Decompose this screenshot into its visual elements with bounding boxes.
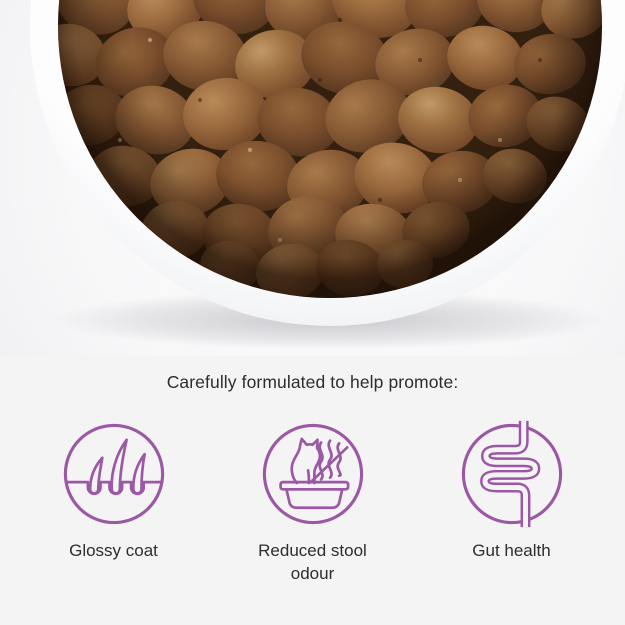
benefits-heading: Carefully formulated to help promote: xyxy=(166,372,459,392)
kibble-bowl-photo xyxy=(0,0,625,356)
benefit-label: Gut health xyxy=(472,541,551,560)
benefit-reduced-stool-odour: Reduced stool odour xyxy=(213,420,412,586)
glossy-coat-icon xyxy=(60,420,168,528)
benefit-label: Reduced stool odour xyxy=(258,541,367,583)
kibble-bowl-illustration xyxy=(0,0,625,356)
benefit-glossy-coat: Glossy coat xyxy=(14,420,213,586)
benefit-gut-health: Gut health xyxy=(412,420,611,586)
benefit-row: Glossy coat xyxy=(0,420,625,586)
benefits-section: Carefully formulated to help promote: Gl… xyxy=(0,356,625,625)
kibble-pieces xyxy=(58,0,602,298)
gut-health-icon xyxy=(458,420,566,528)
reduced-stool-odour-icon xyxy=(259,420,367,528)
benefit-label: Glossy coat xyxy=(69,541,158,560)
